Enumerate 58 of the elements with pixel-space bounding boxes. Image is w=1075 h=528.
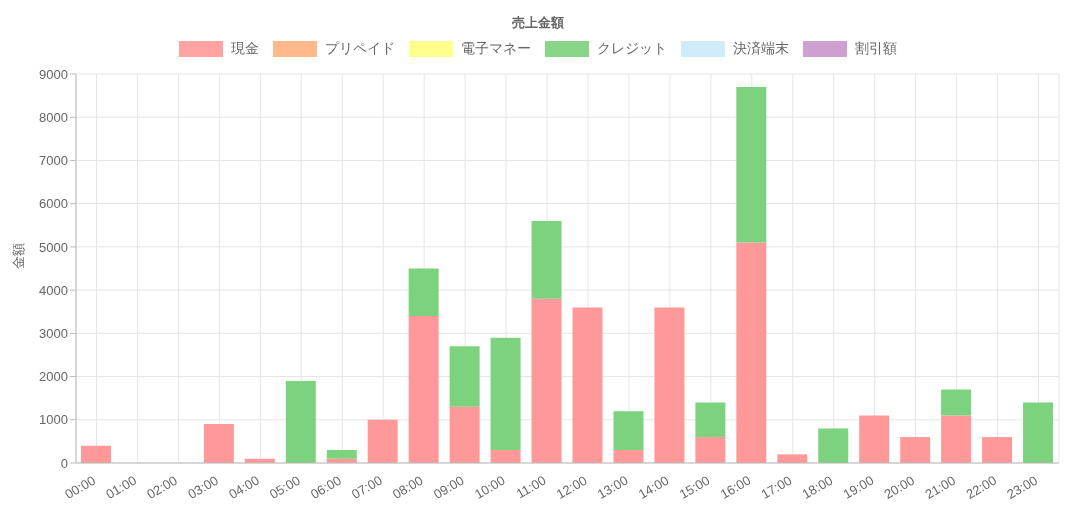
y-tick-label: 1000 [39, 412, 68, 428]
x-tick-label: 09:00 [430, 472, 467, 502]
bar [531, 220, 562, 299]
bar [1023, 402, 1054, 463]
x-tick-label: 00:00 [62, 472, 98, 502]
y-tick-label: 2000 [39, 369, 68, 385]
x-tick-label: 05:00 [267, 472, 303, 502]
x-tick-label: 04:00 [226, 472, 262, 502]
bar [490, 450, 521, 463]
bar [941, 415, 972, 463]
y-tick-label: 7000 [39, 153, 68, 169]
y-tick-label: 9000 [39, 66, 68, 82]
bar [408, 268, 439, 317]
legend-label: 現金 [230, 40, 259, 58]
bar [81, 445, 111, 463]
legend-label: 割引額 [854, 40, 897, 58]
bar [818, 428, 849, 463]
legend-label: クレジット [596, 40, 667, 58]
legend-label: 電子マネー [460, 40, 531, 58]
bar [490, 337, 521, 451]
y-tick-label: 6000 [39, 196, 68, 212]
x-tick-label: 01:00 [103, 472, 139, 502]
bar [449, 406, 480, 463]
x-tick-label: 02:00 [144, 472, 180, 502]
bar [408, 316, 439, 463]
y-tick-label: 5000 [39, 239, 68, 255]
x-tick-label: 11:00 [513, 472, 549, 502]
x-tick-label: 07:00 [349, 472, 385, 502]
bar [285, 380, 316, 463]
bar [572, 307, 603, 463]
bar [982, 437, 1013, 463]
bar [736, 86, 767, 243]
x-tick-label: 03:00 [185, 472, 221, 502]
bar [203, 424, 234, 463]
y-tick-label: 4000 [39, 282, 68, 298]
chart-title: 売上金額 [510, 14, 565, 32]
bar [695, 402, 726, 438]
y-tick-label: 3000 [39, 325, 68, 341]
bar [777, 454, 808, 463]
x-tick-label: 08:00 [389, 472, 426, 502]
bar [859, 415, 890, 463]
bar [900, 437, 931, 463]
bar [941, 389, 972, 416]
bar [326, 450, 357, 459]
bar [613, 450, 644, 463]
y-tick-label: 0 [60, 455, 68, 471]
x-tick-label: 06:00 [308, 472, 344, 502]
bar [695, 437, 726, 463]
y-tick-label: 8000 [39, 109, 68, 125]
bar [367, 419, 398, 463]
bar [736, 242, 767, 463]
legend-label: 決済端末 [732, 40, 789, 58]
bar [613, 411, 644, 451]
bar [449, 346, 480, 407]
legend-label: プリペイド [324, 40, 395, 58]
y-axis-title: 金額 [10, 242, 26, 269]
bar [531, 298, 562, 463]
bar [654, 307, 685, 463]
